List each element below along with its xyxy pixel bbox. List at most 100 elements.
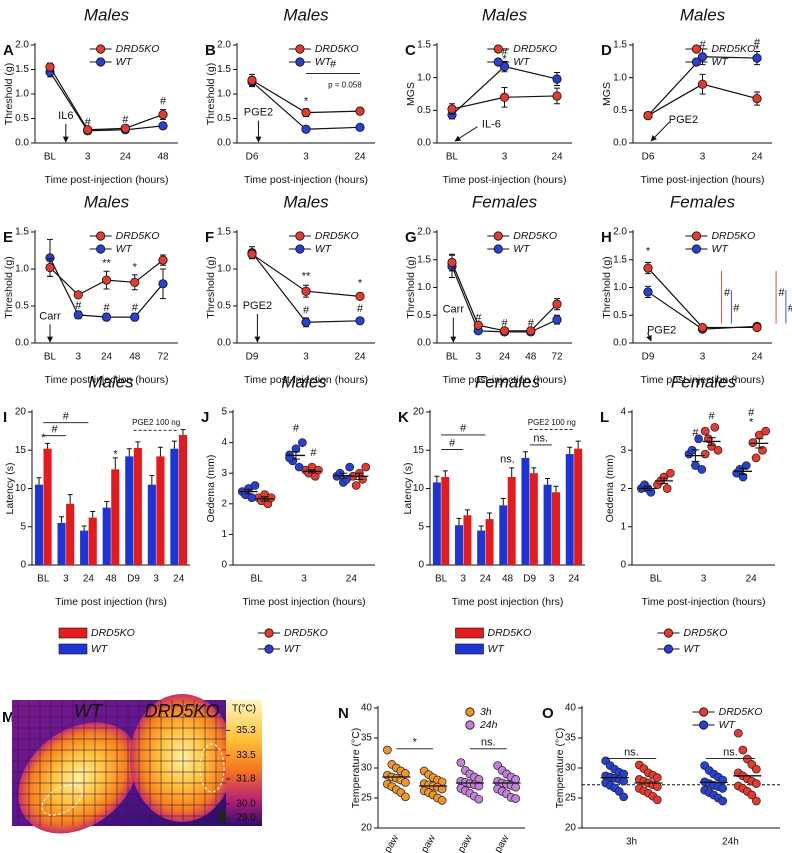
legend-marker [663, 644, 674, 654]
error-bar [531, 467, 537, 474]
legend-marker [691, 231, 702, 241]
annotation: PGE2 [669, 114, 698, 126]
legend-marker [295, 44, 305, 54]
y-tick-label: 0.5 [15, 113, 29, 124]
legend-swatch [455, 627, 484, 639]
data-point [697, 52, 708, 62]
error-bar [659, 477, 668, 485]
data-point [751, 796, 761, 806]
data-point [158, 255, 168, 265]
legend-marker [264, 644, 274, 654]
x-tick-label: 3 [460, 574, 466, 585]
bar [156, 456, 165, 565]
error-bar [500, 497, 506, 506]
x-tick-label: 3 [85, 152, 91, 163]
data-point [130, 277, 140, 287]
data-point [552, 74, 562, 84]
y-tick-label: 0.0 [613, 138, 627, 149]
annotation: IL-6 [482, 119, 501, 131]
data-point [741, 461, 751, 470]
data-point [697, 322, 708, 333]
y-tick-label: 3 [620, 445, 626, 456]
data-point [752, 53, 762, 63]
y-tick-label: 0.0 [417, 138, 431, 149]
data-point [652, 773, 662, 782]
annotation: # [699, 39, 706, 51]
annotation: * [749, 417, 754, 429]
x-tick-label: 24 [101, 352, 113, 363]
annotation: # [160, 95, 167, 107]
x-axis-label: Time post-injection (hours) [45, 174, 169, 186]
data-point [73, 310, 83, 320]
legend-marker [96, 57, 106, 67]
x-axis-label: Time post-injection (hours) [244, 374, 368, 386]
annotation: # [778, 287, 785, 299]
data-point [526, 326, 536, 336]
y-tick-label: 0.5 [217, 113, 231, 124]
annotation: # [528, 317, 535, 329]
annotation: * [113, 449, 118, 461]
bar [463, 515, 472, 565]
y-tick-label: 1.5 [217, 64, 231, 75]
panel-title: Females [475, 372, 541, 391]
panel-letter: F [205, 229, 214, 246]
y-tick-label: 1.5 [15, 64, 29, 75]
legend-label: DRD5KO [513, 43, 557, 55]
data-point [158, 279, 168, 289]
y-tick-label: 40 [361, 703, 373, 714]
legend-marker [699, 720, 709, 730]
annotation: * [646, 245, 651, 257]
data-point [733, 728, 743, 738]
bar [102, 507, 111, 565]
legend-label: WT [711, 56, 729, 68]
legend-label: WT [315, 56, 333, 68]
data-point [250, 481, 260, 490]
bar [43, 448, 52, 565]
data-point [45, 62, 55, 72]
y-tick-label: 0 [418, 560, 424, 571]
panel-title: Males [84, 5, 130, 24]
legend-marker [691, 244, 702, 254]
error-bar [339, 472, 348, 479]
annotation: # [501, 47, 508, 59]
error-bar [112, 457, 118, 470]
x-tick-label: 3 [301, 574, 307, 585]
x-axis-label: Time post-injection (hours) [244, 174, 368, 186]
data-point [697, 79, 708, 89]
panel-letter: H [601, 229, 612, 246]
data-point [652, 795, 662, 805]
annotation: # [103, 302, 110, 314]
legend-label: WT [719, 719, 737, 731]
data-point [294, 462, 304, 472]
y-tick-label: 10 [15, 483, 27, 494]
legend-label: DRD5KO [711, 43, 755, 55]
data-point [552, 315, 562, 325]
y-tick-label: 1.0 [417, 72, 431, 83]
y-tick-label: 1 [620, 521, 626, 532]
legend-label: WT [488, 643, 506, 655]
legend-label: DRD5KO [116, 230, 160, 242]
x-tick-label: Right paw [480, 833, 512, 853]
legend-label: WT [284, 643, 302, 655]
annotation: # [449, 437, 456, 449]
x-tick-label: BL [435, 574, 448, 585]
data-point [710, 422, 720, 432]
x-tick-label: 3h [626, 837, 637, 848]
error-bar [45, 442, 51, 449]
colorbar-label: 35.3 [236, 725, 256, 736]
error-bar [691, 449, 700, 462]
annotation: # [501, 317, 508, 329]
data-point [511, 782, 520, 792]
legend-marker [295, 244, 305, 254]
y-tick-label: 1.0 [15, 89, 29, 100]
annotation: # [748, 407, 755, 419]
y-axis-label: MGS [405, 82, 417, 106]
y-tick-label: 0.5 [417, 105, 431, 116]
data-point [355, 106, 365, 116]
x-tick-label: 3 [75, 352, 81, 363]
colorbar-label: 31.8 [236, 774, 256, 785]
y-axis-label: Temperature (°C) [350, 728, 362, 809]
annotation: # [52, 424, 59, 436]
error-bar [308, 469, 317, 474]
